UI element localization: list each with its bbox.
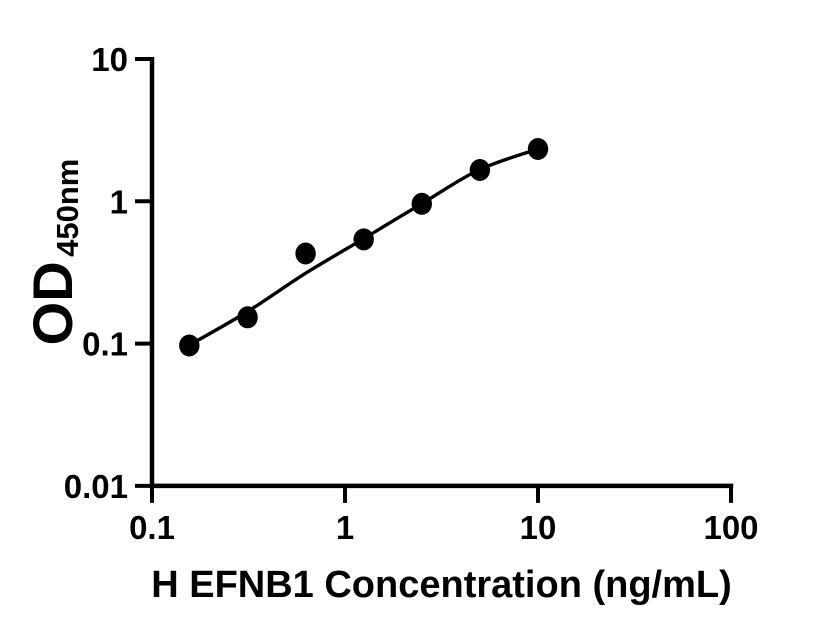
x-tick-label-1: 1: [336, 509, 354, 546]
x-tick-label-100: 100: [703, 509, 758, 546]
x-axis-title: H EFNB1 Concentration (ng/mL): [151, 564, 732, 606]
plot-area: [135, 57, 734, 503]
x-tick-label-10: 10: [520, 509, 557, 546]
data-point-0.156: [179, 334, 200, 357]
data-point-1.25: [353, 228, 374, 251]
x-tick-label-0.1: 0.1: [129, 509, 175, 546]
data-point-5: [469, 159, 491, 181]
data-point-0.625: [295, 242, 316, 265]
y-tick-label-10: 10: [91, 41, 128, 78]
y-tick-label-1: 1: [110, 183, 128, 220]
y-axis-title-main: OD: [21, 261, 84, 345]
data-point-10: [527, 138, 549, 160]
y-axis-title-sub: 450nm: [50, 159, 85, 257]
y-tick-label-0.01: 0.01: [64, 468, 128, 505]
data-point-0.313: [237, 306, 258, 329]
y-axis-title: OD 450nm: [21, 159, 85, 346]
y-tick-label-0.1: 0.1: [82, 326, 128, 363]
data-point-2.5: [411, 192, 432, 215]
